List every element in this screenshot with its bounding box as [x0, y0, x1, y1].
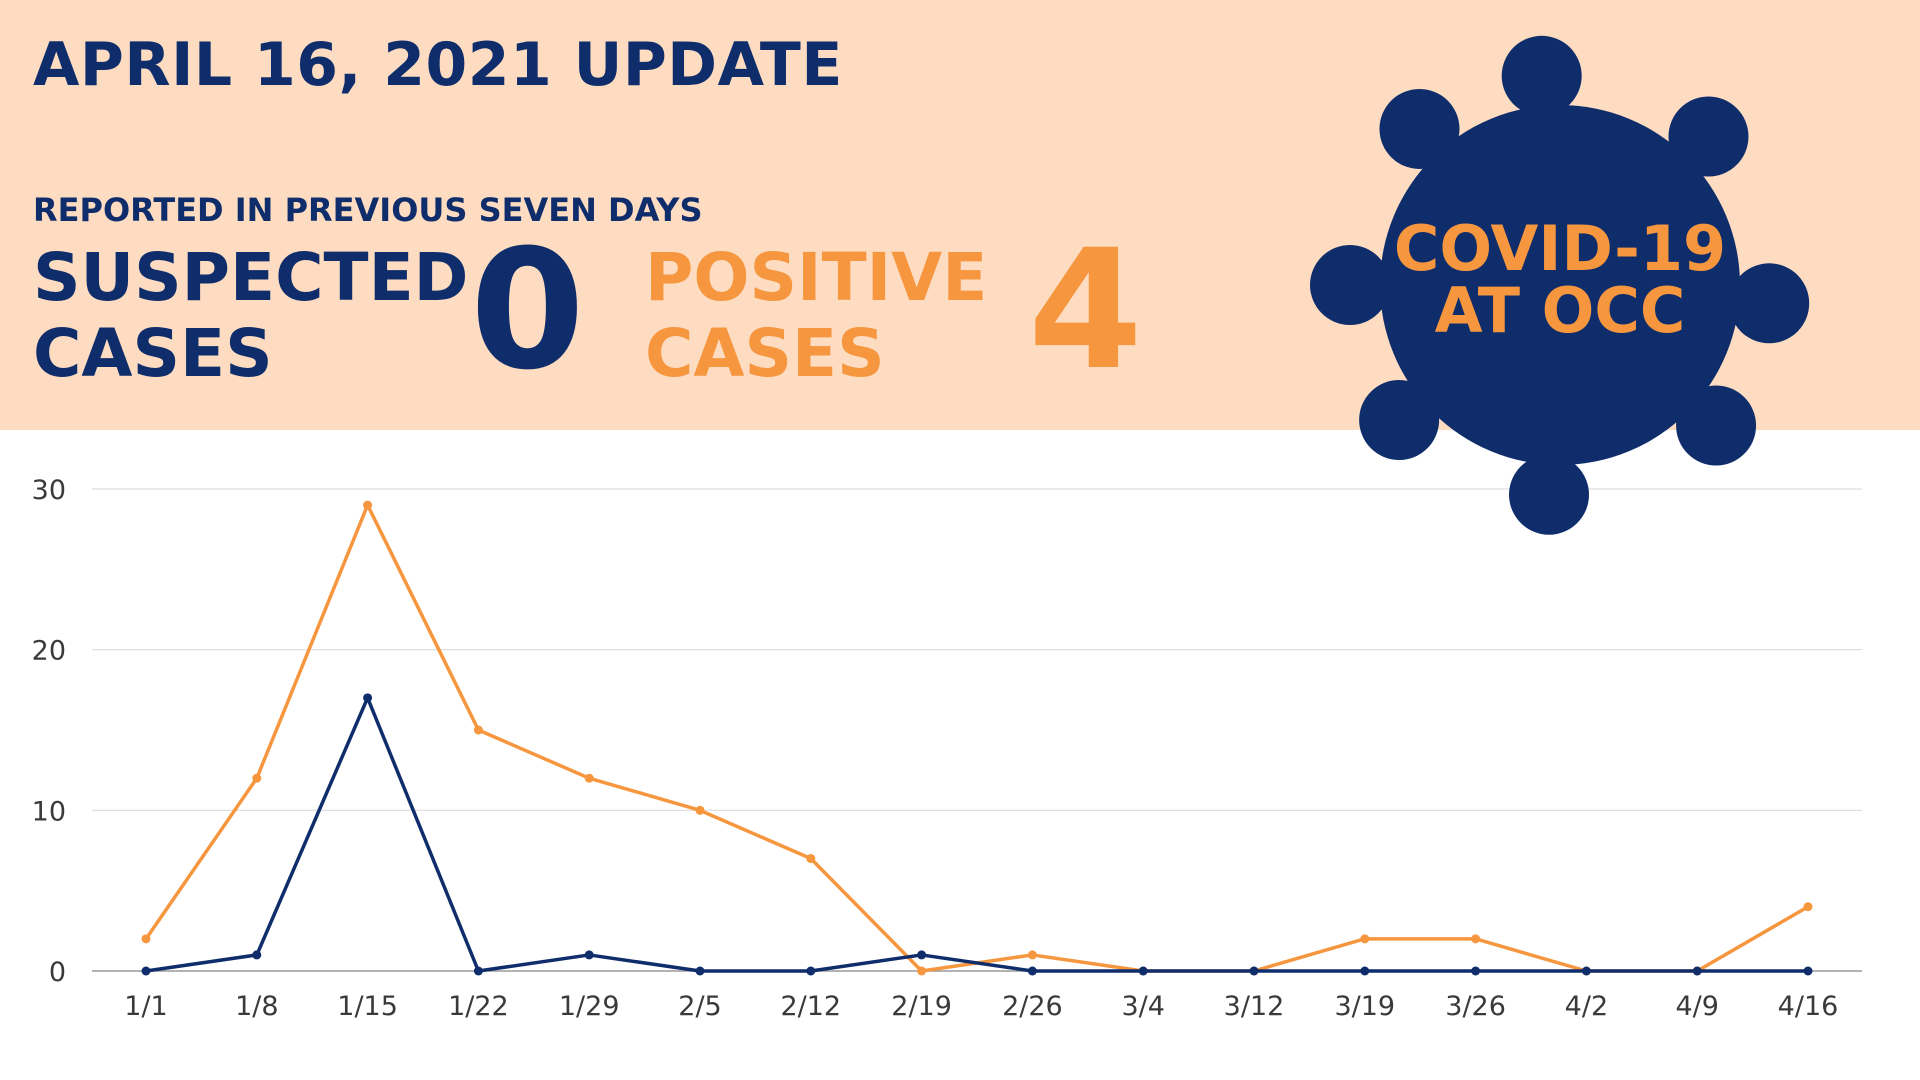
data-point	[1249, 966, 1259, 976]
data-point	[363, 500, 373, 510]
badge-line1: COVID-19	[1393, 212, 1727, 285]
suspected-label-line2: CASES	[33, 315, 273, 392]
chart-series	[141, 500, 1813, 976]
x-tick-label: 1/1	[124, 991, 167, 1022]
x-tick-label: 3/26	[1445, 991, 1506, 1022]
data-point	[1027, 966, 1037, 976]
x-tick-label: 1/22	[448, 991, 509, 1022]
series-0	[141, 500, 1813, 976]
data-point	[252, 773, 262, 783]
data-point	[1471, 934, 1481, 944]
x-tick-label: 3/4	[1121, 991, 1164, 1022]
series-line	[145, 696, 1808, 973]
data-point	[473, 966, 483, 976]
x-tick-label: 4/2	[1565, 991, 1608, 1022]
x-tick-label: 4/9	[1675, 991, 1718, 1022]
x-tick-label: 1/15	[337, 991, 398, 1022]
period-label: REPORTED IN PREVIOUS SEVEN DAYS	[33, 191, 703, 229]
data-point	[917, 966, 927, 976]
data-point	[141, 934, 151, 944]
x-tick-label: 2/19	[891, 991, 952, 1022]
data-point	[1027, 950, 1037, 960]
y-tick-label: 20	[32, 636, 66, 667]
y-tick-label: 10	[32, 796, 66, 827]
x-tick-label: 3/19	[1334, 991, 1395, 1022]
x-tick-label: 2/26	[1002, 991, 1063, 1022]
update-title: APRIL 16, 2021 UPDATE	[33, 30, 843, 100]
case-trend-chart: 0 10 20 30 1/1 1/8 1/15 1/22 1/29 2/5 2/12 2/19 2/2…	[32, 475, 1862, 1022]
data-point	[917, 950, 927, 960]
data-point	[1692, 966, 1702, 976]
series-1	[141, 693, 1813, 976]
covid-badge-text: COVID-19 AT OCC	[1335, 218, 1785, 342]
data-point	[584, 773, 594, 783]
data-point	[252, 950, 262, 960]
positive-label-line1: POSITIVE	[645, 239, 988, 316]
data-point	[1138, 966, 1148, 976]
x-tick-label: 2/12	[780, 991, 841, 1022]
data-point	[584, 950, 594, 960]
data-point	[141, 966, 151, 976]
data-point	[1471, 966, 1481, 976]
virus-icon	[1310, 35, 1810, 535]
x-axis-ticks: 1/1 1/8 1/15 1/22 1/29 2/5 2/12 2/19 2/26 3/4 3/12…	[124, 991, 1838, 1022]
positive-label-line2: CASES	[645, 315, 885, 392]
y-axis-ticks: 0 10 20 30	[32, 475, 66, 988]
badge-line2: AT OCC	[1434, 274, 1686, 347]
data-point	[695, 966, 705, 976]
y-tick-label: 30	[32, 475, 66, 506]
data-point	[695, 805, 705, 815]
series-line	[144, 503, 1809, 973]
x-tick-label: 3/12	[1224, 991, 1285, 1022]
data-point	[1360, 966, 1370, 976]
x-tick-label: 1/8	[235, 991, 278, 1022]
data-point	[806, 854, 816, 864]
suspected-cases-label: SUSPECTED CASES	[33, 240, 468, 392]
positive-cases-label: POSITIVE CASES	[645, 240, 987, 392]
x-tick-label: 4/16	[1778, 991, 1839, 1022]
x-tick-label: 2/5	[678, 991, 721, 1022]
x-tick-label: 1/29	[559, 991, 620, 1022]
data-point	[1360, 934, 1370, 944]
data-point	[1803, 902, 1813, 912]
data-point	[806, 966, 816, 976]
y-tick-label: 0	[49, 957, 66, 988]
positive-cases-count: 4	[1028, 214, 1143, 406]
data-point	[1581, 966, 1591, 976]
data-point	[363, 693, 373, 703]
data-point	[473, 725, 483, 735]
data-point	[1803, 966, 1813, 976]
suspected-label-line1: SUSPECTED	[33, 239, 469, 316]
suspected-cases-count: 0	[470, 214, 585, 406]
